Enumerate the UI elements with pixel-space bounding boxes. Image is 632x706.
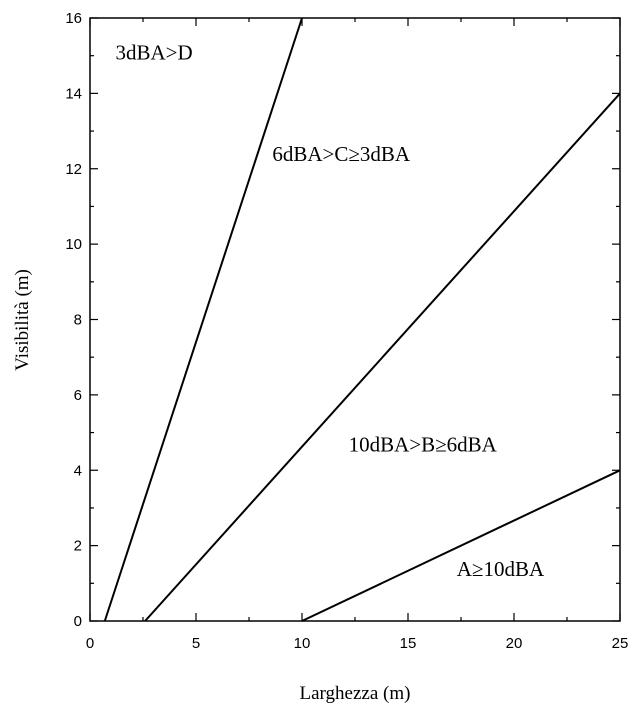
region-label: A≥10dBA [457, 557, 545, 581]
x-tick-label: 0 [86, 635, 94, 652]
y-tick-label: 12 [65, 161, 82, 178]
y-tick-label: 16 [65, 10, 82, 27]
y-tick-label: 6 [74, 387, 82, 404]
boundary-line-3 [301, 469, 621, 622]
y-tick-label: 10 [65, 236, 82, 253]
y-tick-label: 0 [74, 613, 82, 630]
y-tick-label: 14 [65, 85, 82, 102]
boundary-line-1 [103, 17, 303, 622]
boundary-line-2 [144, 92, 621, 622]
x-tick-label: 5 [192, 635, 200, 652]
ticks [89, 17, 621, 622]
y-tick-label: 2 [74, 538, 82, 555]
x-tick-label: 20 [506, 635, 523, 652]
region-labels: 3dBA>D 6dBA>C≥3dBA 10dBA>B≥6dBA A≥10dBA [115, 40, 545, 580]
y-axis-title: Visibilità (m) [12, 269, 33, 371]
plot-frame [89, 17, 621, 622]
x-tick-label: 25 [612, 635, 629, 652]
region-label: 3dBA>D [115, 40, 192, 64]
y-tick-label: 8 [74, 312, 82, 329]
y-tick-label: 4 [74, 462, 82, 479]
x-tick-labels: 0 5 10 15 20 25 [86, 635, 629, 652]
x-tick-label: 10 [294, 635, 311, 652]
x-tick-label: 15 [400, 635, 417, 652]
y-tick-labels: 0 2 4 6 8 10 12 14 16 [65, 10, 82, 630]
region-label: 6dBA>C≥3dBA [272, 142, 411, 166]
series-lines [103, 17, 621, 622]
region-label: 10dBA>B≥6dBA [349, 432, 498, 456]
x-axis-title: Larghezza (m) [300, 683, 411, 704]
